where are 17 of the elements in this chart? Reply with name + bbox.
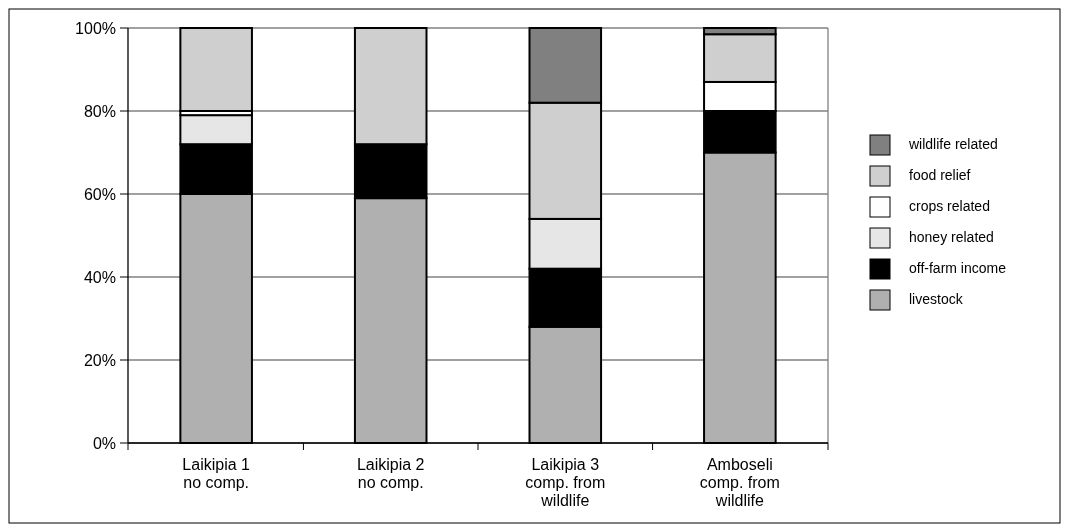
legend-label: food relief [909,167,971,184]
legend-label: wildlife related [908,136,998,153]
bar [179,27,253,112]
legend-label: crops related [909,198,990,215]
y-tick-label: 60% [83,185,116,203]
legend-label: off-farm income [909,260,1007,277]
y-tick-label: 40% [83,268,116,286]
y-tick-label: 20% [83,351,116,369]
y-tick-label: 80% [83,102,116,120]
x-tick-label: Laikipia 3 comp. from wildlife [525,456,606,509]
x-tick-label: Laikipia 1 no comp. [182,456,251,491]
x-tick-label: Laikipia 2 no comp. [356,456,425,491]
x-tick-label: Amboseli comp. from wildlife [699,456,780,509]
y-tick-label: 0% [92,434,116,452]
y-tick-label: 100% [75,19,116,37]
legend-label: livestock [909,291,964,308]
legend-label: honey related [909,229,994,246]
